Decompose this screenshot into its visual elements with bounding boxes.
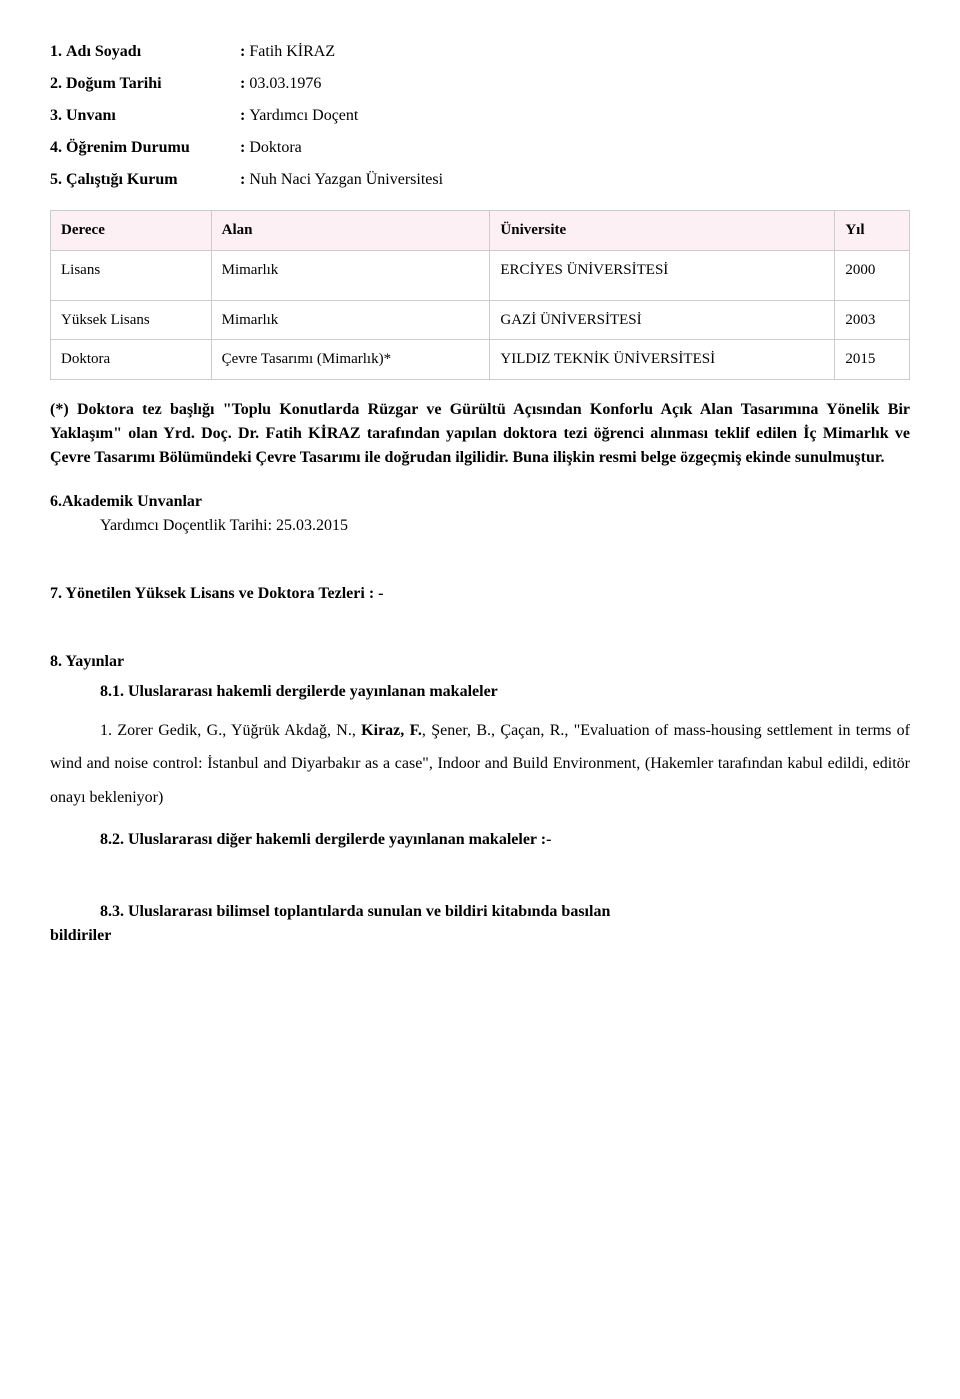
colon: :	[240, 40, 245, 64]
table-row: Lisans Mimarlık ERCİYES ÜNİVERSİTESİ 200…	[51, 250, 910, 300]
info-row: 5. Çalıştığı Kurum : Nuh Naci Yazgan Üni…	[50, 168, 910, 192]
table-row: Yüksek Lisans Mimarlık GAZİ ÜNİVERSİTESİ…	[51, 300, 910, 340]
section-8-head: 8. Yayınlar	[50, 650, 910, 674]
th-degree: Derece	[51, 211, 212, 251]
cell-degree: Lisans	[51, 250, 212, 300]
personal-info: 1. Adı Soyadı : Fatih KİRAZ 2. Doğum Tar…	[50, 40, 910, 192]
pub-lead: 1. Zorer Gedik, G., Yüğrük Akdağ, N.,	[50, 722, 361, 739]
cell-year: 2000	[835, 250, 910, 300]
table-row: Doktora Çevre Tasarımı (Mimarlık)* YILDI…	[51, 340, 910, 380]
cell-university: GAZİ ÜNİVERSİTESİ	[490, 300, 835, 340]
section-8-1-head: 8.1. Uluslararası hakemli dergilerde yay…	[50, 680, 910, 704]
publication-1: 1. Zorer Gedik, G., Yüğrük Akdağ, N., Ki…	[50, 714, 910, 815]
row-label: Doğum Tarihi	[66, 75, 162, 92]
s83-head: 8.3. Uluslararası bilimsel toplantılarda…	[50, 903, 610, 920]
cell-year: 2003	[835, 300, 910, 340]
cell-degree: Yüksek Lisans	[51, 300, 212, 340]
section-8-2-head: 8.2. Uluslararası diğer hakemli dergiler…	[50, 828, 910, 852]
section-7-head: 7. Yönetilen Yüksek Lisans ve Doktora Te…	[50, 582, 910, 606]
colon: :	[240, 104, 245, 128]
row-value: Fatih KİRAZ	[249, 40, 335, 64]
cell-degree: Doktora	[51, 340, 212, 380]
pub-author-bold: Kiraz, F.	[361, 722, 422, 739]
thesis-note: (*) Doktora tez başlığı "Toplu Konutlard…	[50, 398, 910, 470]
s83-foot: bildiriler	[50, 924, 910, 948]
th-field: Alan	[211, 211, 490, 251]
cell-field: Mimarlık	[211, 300, 490, 340]
row-value: Doktora	[249, 136, 301, 160]
info-row: 4. Öğrenim Durumu : Doktora	[50, 136, 910, 160]
info-row: 3. Unvanı : Yardımcı Doçent	[50, 104, 910, 128]
cell-university: ERCİYES ÜNİVERSİTESİ	[490, 250, 835, 300]
cell-university: YILDIZ TEKNİK ÜNİVERSİTESİ	[490, 340, 835, 380]
info-row: 1. Adı Soyadı : Fatih KİRAZ	[50, 40, 910, 64]
row-label: Öğrenim Durumu	[66, 139, 190, 156]
row-num: 4.	[50, 139, 62, 156]
row-num: 1.	[50, 43, 62, 60]
row-value: Nuh Naci Yazgan Üniversitesi	[249, 168, 443, 192]
row-label: Unvanı	[66, 107, 116, 124]
row-num: 3.	[50, 107, 62, 124]
info-row: 2. Doğum Tarihi : 03.03.1976	[50, 72, 910, 96]
row-label: Adı Soyadı	[66, 43, 141, 60]
row-num: 5.	[50, 171, 62, 188]
row-label: Çalıştığı Kurum	[66, 171, 178, 188]
cell-field: Mimarlık	[211, 250, 490, 300]
cell-field: Çevre Tasarımı (Mimarlık)*	[211, 340, 490, 380]
section-6-head: 6.Akademik Unvanlar	[50, 490, 910, 514]
section-8-3: 8.3. Uluslararası bilimsel toplantılarda…	[50, 900, 910, 924]
th-year: Yıl	[835, 211, 910, 251]
row-value: Yardımcı Doçent	[249, 104, 358, 128]
education-table: Derece Alan Üniversite Yıl Lisans Mimarl…	[50, 210, 910, 380]
table-header-row: Derece Alan Üniversite Yıl	[51, 211, 910, 251]
colon: :	[240, 136, 245, 160]
row-num: 2.	[50, 75, 62, 92]
cell-year: 2015	[835, 340, 910, 380]
colon: :	[240, 72, 245, 96]
section-6-line: Yardımcı Doçentlik Tarihi: 25.03.2015	[50, 514, 910, 538]
th-university: Üniversite	[490, 211, 835, 251]
row-value: 03.03.1976	[249, 72, 321, 96]
colon: :	[240, 168, 245, 192]
